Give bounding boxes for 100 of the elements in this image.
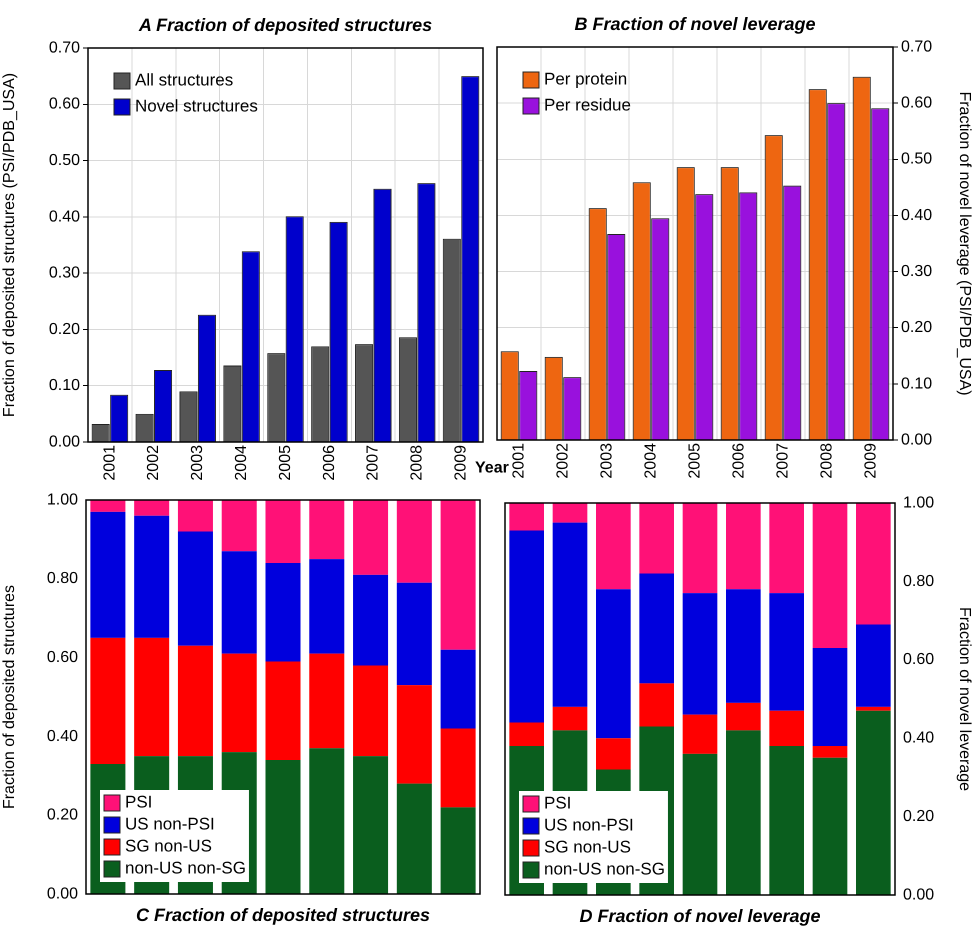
y2-tick-label: 0.70 [901, 38, 932, 56]
x-axis-title: Year [475, 459, 509, 476]
y-tick-label: 0.50 [48, 152, 80, 169]
bar [552, 706, 588, 730]
bar [726, 702, 761, 730]
x-tick-label: 2001 [101, 444, 118, 481]
legend-label: Per protein [544, 70, 628, 89]
text: D Fraction of novel leverage [579, 906, 821, 926]
bar [812, 648, 848, 746]
x-tick-label: 2006 [730, 442, 748, 479]
y2-tick-label: 0.30 [901, 262, 932, 280]
bar [353, 665, 388, 756]
bar [726, 503, 761, 590]
x-tick-label: 2007 [774, 442, 792, 479]
y-tick-label: 0.00 [48, 433, 80, 450]
y-tick-label: 0.70 [48, 39, 80, 56]
legend-label: SG non-US [544, 838, 631, 857]
bar [309, 748, 344, 894]
legend-label: non-US non-SG [125, 858, 246, 878]
x-tick-label: 2003 [598, 442, 616, 479]
bar [769, 503, 804, 594]
y-tick-label: 0.30 [48, 264, 80, 282]
bar [440, 650, 476, 729]
y2-tick-label: 0.80 [903, 572, 934, 590]
chart-title: B Fraction of novel leverage [574, 14, 816, 34]
bar [552, 522, 588, 707]
bar [596, 503, 631, 590]
bar [812, 503, 848, 648]
bar [90, 638, 126, 764]
x-tick-label: 2009 [452, 444, 470, 481]
y-tick-label: 0.40 [46, 728, 78, 745]
bar [396, 582, 432, 686]
y2-tick-label: 0.50 [901, 150, 932, 168]
chart-title: A Fraction of deposited structures [138, 14, 432, 35]
bar [265, 500, 301, 564]
bar [856, 624, 891, 707]
bar [178, 532, 213, 646]
x-tick-label: 2008 [818, 442, 836, 479]
bar [134, 638, 170, 756]
bar [509, 722, 544, 746]
y-axis-title: Fraction of deposited structures [1, 584, 18, 810]
legend-label: PSI [544, 794, 572, 813]
y2-tick-label: 0.40 [901, 206, 932, 224]
bar [353, 756, 388, 894]
bar [90, 500, 126, 512]
bar [178, 500, 213, 532]
y2-tick-label: 1.00 [903, 494, 934, 512]
bar [856, 706, 891, 711]
bar [265, 662, 301, 760]
x-tick-label: 2008 [408, 444, 426, 481]
bar [440, 728, 476, 808]
y-tick-label: 0.20 [46, 806, 78, 824]
bar [222, 500, 257, 552]
bar [134, 516, 170, 638]
x-tick-label: 2004 [642, 442, 660, 479]
y2-tick-label: 0.60 [901, 94, 932, 112]
legend-label: SG non-US [125, 836, 212, 856]
bar [396, 685, 432, 784]
bar [396, 500, 432, 583]
y-tick-label: 0.60 [46, 649, 78, 666]
y2-tick-label: 0.00 [903, 886, 934, 904]
bar [769, 710, 804, 746]
bar [222, 654, 257, 752]
y-axis-title: Fraction of deposited structures (PSI/PDB_USA) [1, 72, 18, 418]
x-tick-label: 2006 [320, 444, 338, 481]
bar [309, 654, 344, 748]
y-tick-label: 0.20 [48, 320, 80, 338]
y2-axis-title: Fraction of novel leverage (PSI/PDB_USA) [956, 91, 973, 396]
y2-tick-label: 0.10 [901, 375, 932, 392]
bar [309, 500, 344, 560]
y-tick-label: 1.00 [46, 491, 78, 508]
bar [726, 730, 761, 895]
x-tick-label: 2007 [364, 444, 382, 481]
text: C Fraction of deposited structures [136, 904, 430, 925]
x-tick-label: 2002 [145, 444, 162, 481]
x-tick-label: 2002 [554, 442, 572, 479]
bar [509, 503, 544, 530]
x-tick-label: 2005 [276, 444, 294, 481]
legend-label: Novel structures [135, 96, 258, 116]
y2-tick-label: 0.00 [901, 431, 932, 448]
bar [353, 574, 388, 666]
y-tick-label: 0.10 [48, 377, 80, 394]
bar [134, 500, 170, 516]
x-tick-label: 2005 [686, 442, 704, 479]
bar [396, 784, 432, 894]
bar [639, 574, 674, 684]
bar [265, 563, 301, 662]
x-tick-label: 2004 [233, 444, 250, 481]
bar [682, 714, 718, 754]
y2-tick-label: 0.60 [903, 651, 934, 668]
y-tick-label: 0.00 [46, 885, 78, 902]
x-tick-label: 2003 [189, 444, 206, 481]
bar [812, 746, 848, 758]
legend-label: US non-PSI [544, 816, 634, 835]
bar [812, 758, 848, 895]
y2-axis-title: Fraction of novel leverage [956, 606, 973, 792]
bar [596, 589, 631, 738]
legend-label: All structures [135, 70, 234, 90]
bar [726, 589, 761, 703]
y2-tick-label: 0.20 [903, 808, 934, 826]
